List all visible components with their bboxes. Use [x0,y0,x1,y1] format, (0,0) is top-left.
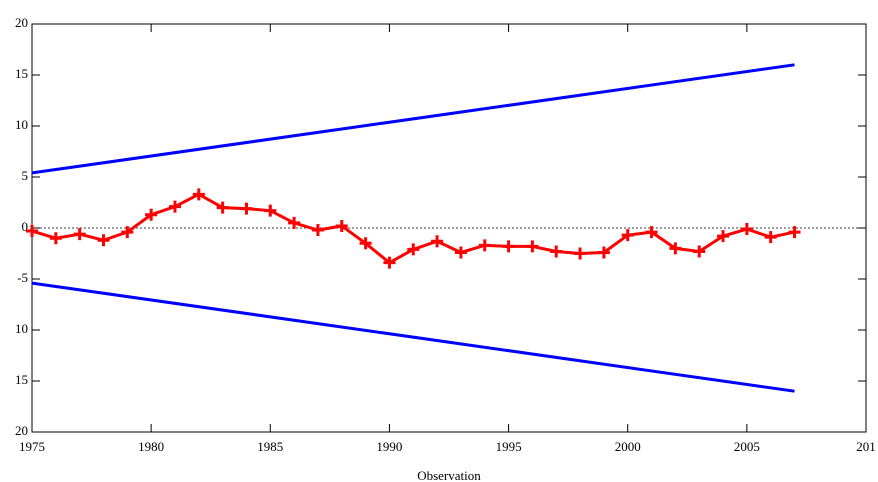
x-tick-label: 2005 [734,439,760,454]
point-marker [383,256,396,269]
y-tick-label: 20 [15,423,28,438]
point-marker [240,202,253,215]
y-tick-label: 5 [22,168,29,183]
point-marker [49,232,62,245]
point-marker [478,239,491,252]
x-tick-label: 2000 [615,439,641,454]
point-marker [669,242,682,255]
point-marker [526,240,539,253]
point-marker [311,224,324,237]
point-marker [26,225,38,238]
point-marker [359,237,372,250]
y-tick-label: 10 [15,321,28,336]
point-marker [574,247,587,260]
y-tick-label: 15 [15,66,28,81]
point-marker [597,246,610,259]
point-marker [73,228,86,241]
point-marker [645,226,658,239]
point-marker [431,235,444,248]
point-marker [788,226,801,239]
point-marker [145,208,158,221]
point-marker [693,245,706,258]
y-tick-label: 15 [15,372,28,387]
point-marker [168,200,181,213]
point-marker [264,204,277,217]
point-marker [764,231,777,244]
point-marker [335,219,348,232]
point-marker [192,188,205,201]
point-marker [407,243,420,256]
y-tick-label: 10 [15,117,28,132]
y-tick-label: -5 [17,270,28,285]
point-marker [121,226,134,239]
x-tick-label: 201 [856,439,876,454]
x-tick-label: 1995 [496,439,522,454]
x-tick-label: 1975 [19,439,45,454]
point-marker [97,234,110,247]
point-marker [717,230,730,243]
point-marker [621,229,634,242]
x-tick-label: 1990 [376,439,402,454]
x-tick-label: 1980 [138,439,164,454]
y-tick-label: 20 [15,15,28,30]
series-line [31,63,795,175]
point-marker [454,246,467,259]
point-marker [502,240,515,253]
point-marker [216,201,229,214]
x-axis-label: Observation [417,468,481,482]
x-tick-label: 1985 [257,439,283,454]
point-marker [550,245,563,258]
point-marker [288,216,301,229]
series-line [31,281,795,393]
point-marker [740,223,753,236]
y-tick-label: 0 [22,219,29,234]
